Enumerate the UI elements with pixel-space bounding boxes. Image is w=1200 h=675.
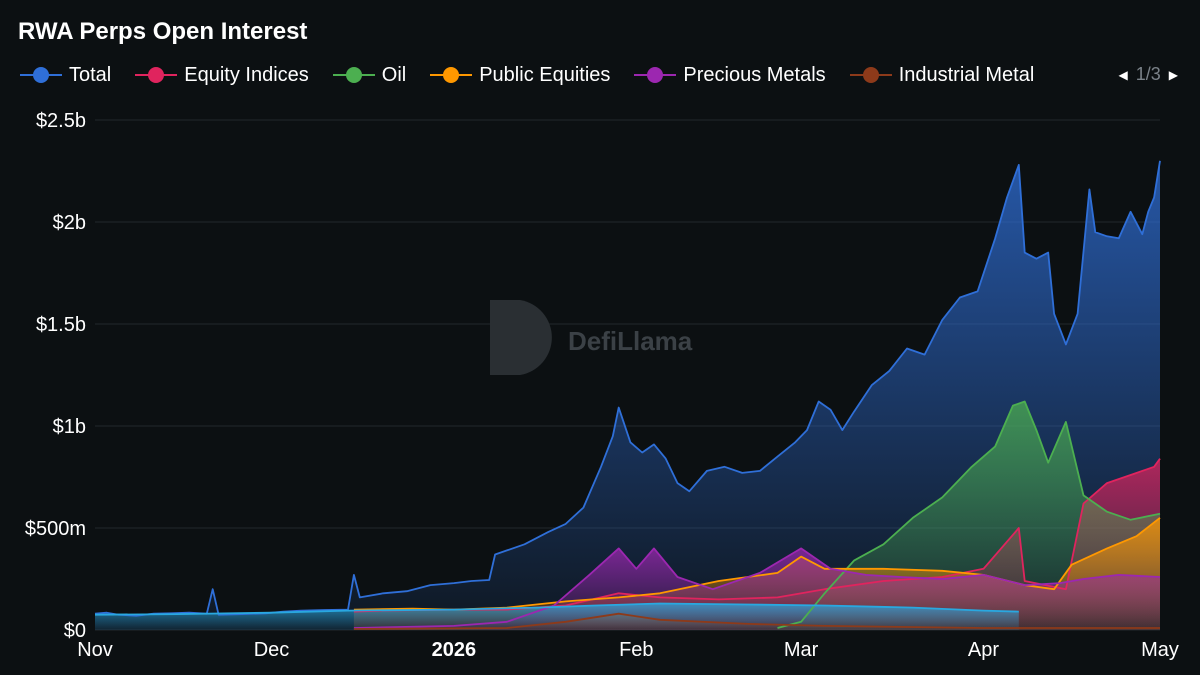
legend-label: Precious Metals — [683, 63, 826, 86]
legend-label: Equity Indices — [184, 63, 309, 86]
legend-item-equity-indices[interactable]: Equity Indices — [133, 64, 309, 87]
x-tick-label: Feb — [619, 639, 653, 661]
y-tick-label: $1.5b — [36, 314, 86, 336]
y-tick-label: $2b — [53, 212, 86, 234]
chart-areas — [95, 160, 1160, 631]
legend-item-oil[interactable]: Oil — [331, 64, 406, 87]
watermark: DefiLlama — [490, 300, 693, 375]
chart-lines — [94, 160, 1161, 630]
series-line-public-equities — [353, 517, 1161, 611]
legend-marker-icon — [332, 67, 375, 83]
chart-legend: Total Equity Indices Oil Public Equities Pre… — [18, 62, 1188, 88]
series-line-industrial-metal — [353, 612, 1160, 630]
legend-label: Total — [69, 63, 112, 86]
legend-label: Public Equities — [479, 63, 611, 86]
legend-item-public-equities[interactable]: Public Equities — [428, 64, 610, 87]
chart-title: RWA Perps Open Interest — [18, 18, 308, 45]
series-line-unlabeled — [94, 602, 1019, 616]
x-tick-label: May — [1141, 639, 1179, 661]
series-area-unlabeled — [95, 603, 1019, 630]
legend-label: Oil — [381, 63, 407, 86]
legend-marker-icon — [135, 67, 178, 83]
legend-marker-icon — [849, 67, 892, 83]
legend-item-precious-metals[interactable]: Precious Metals — [632, 63, 826, 87]
legend-marker-icon — [634, 67, 677, 83]
x-tick-label: 2026 — [432, 639, 477, 661]
y-tick-label: $1b — [53, 416, 86, 438]
legend-marker-icon — [430, 67, 473, 83]
x-tick-label: Mar — [784, 639, 819, 661]
watermark-text: DefiLlama — [568, 326, 693, 356]
legend-label: Industrial Metal — [898, 63, 1035, 86]
x-tick-label: Dec — [254, 639, 290, 661]
y-tick-label: $500m — [25, 518, 86, 540]
series-line-oil — [777, 400, 1161, 629]
legend-next-arrow[interactable]: ▶ — [1168, 67, 1178, 82]
series-line-precious-metals — [353, 547, 1161, 629]
series-area-total — [95, 160, 1160, 631]
watermark-logo-icon — [490, 300, 552, 375]
y-tick-label: $0 — [64, 620, 86, 642]
y-tick-label: $2.5b — [36, 110, 86, 132]
legend-pager: ◀ 1/3 ▶ — [1111, 64, 1187, 85]
x-tick-label: Nov — [77, 639, 113, 661]
legend-page-indicator: 1/3 — [1135, 64, 1161, 84]
series-line-total — [94, 160, 1161, 617]
legend-item-industrial-metal[interactable]: Industrial Metal — [848, 63, 1035, 87]
legend-prev-arrow[interactable]: ◀ — [1118, 67, 1128, 82]
legend-marker-icon — [20, 67, 62, 83]
legend-item-total[interactable]: Total — [18, 64, 111, 87]
x-axis-ticks: Nov Dec 2026 Feb Mar Apr May — [77, 639, 1179, 661]
x-tick-label: Apr — [968, 639, 999, 661]
y-axis-ticks: $0 $500m $1b $1.5b $2b $2.5b — [25, 110, 86, 642]
